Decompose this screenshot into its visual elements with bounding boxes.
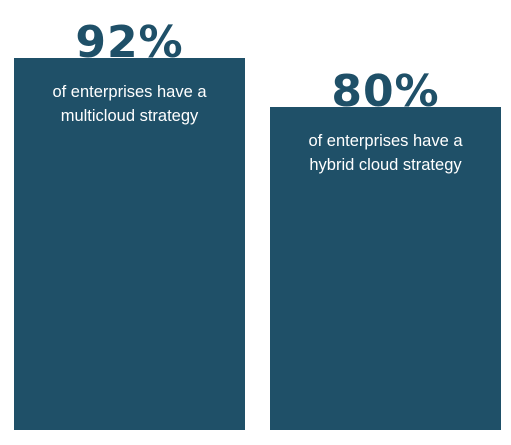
bar-caption-line: multicloud strategy	[60, 107, 199, 126]
bar-caption-line: of enterprises have a	[308, 131, 463, 150]
bar-caption: of enterprises have a hybrid cloud strate…	[270, 129, 501, 177]
bar-multicloud	[14, 58, 245, 430]
bar-caption-line: hybrid cloud strategy	[309, 155, 462, 174]
bar-caption-line: of enterprises have a	[52, 83, 207, 102]
bar-value-label: 92%	[75, 17, 184, 69]
bar-value-label: 80%	[331, 65, 440, 117]
bar-caption: of enterprises have a multicloud strategy	[14, 80, 245, 128]
bar-hybrid-cloud	[270, 106, 501, 430]
